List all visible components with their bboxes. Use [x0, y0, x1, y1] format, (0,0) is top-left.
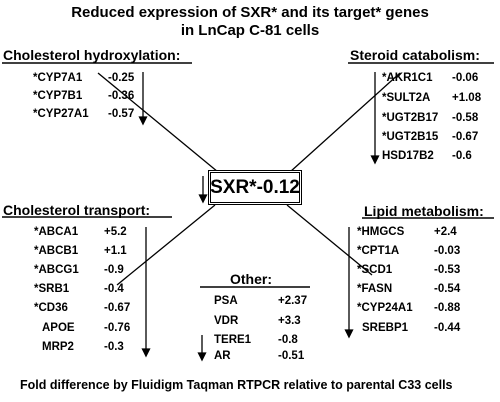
- gene-value: -0.3: [104, 341, 124, 353]
- gene-value: -0.67: [104, 302, 131, 314]
- gene-name: PSA: [214, 295, 238, 307]
- down-arrow-center: [198, 176, 208, 204]
- gene-name: AR: [214, 350, 231, 362]
- connector-bottom-right: [286, 204, 373, 276]
- gene-value: -0.57: [108, 108, 135, 120]
- gene-name: *SULT2A: [382, 92, 431, 104]
- gene-name: *SCD1: [357, 264, 393, 276]
- gene-name: APOE: [42, 322, 75, 334]
- gene-value: -0.36: [108, 90, 135, 102]
- gene-name: *CYP24A1: [357, 302, 413, 314]
- gene-name: *AKR1C1: [382, 72, 433, 84]
- gene-value: +1.1: [104, 245, 127, 257]
- gene-name: *UGT2B17: [382, 112, 439, 124]
- gene-value: -0.67: [452, 131, 479, 143]
- title-line-1: Reduced expression of SXR* and its targe…: [71, 4, 429, 21]
- section-title-other: Other:: [230, 271, 272, 287]
- title-line-2: in LnCap C-81 cells: [180, 22, 320, 39]
- gene-name: HSD17B2: [382, 150, 434, 162]
- section-title-chol-hydrox: Cholesterol hydroxylation:: [3, 47, 181, 63]
- down-arrow-other: [197, 335, 207, 362]
- gene-name: *HMGCS: [357, 226, 405, 238]
- gene-name: *ABCB1: [34, 245, 79, 257]
- section-title-lipid-met: Lipid metabolism:: [364, 203, 484, 219]
- gene-value: -0.8: [278, 334, 298, 346]
- gene-value: -0.6: [452, 150, 472, 162]
- gene-value: -0.53: [434, 264, 461, 276]
- gene-name: *CYP7A1: [33, 72, 83, 84]
- gene-value: -0.58: [452, 112, 479, 124]
- gene-value: -0.4: [104, 283, 124, 295]
- gene-value: -0.54: [434, 283, 461, 295]
- gene-name: *CPT1A: [357, 245, 400, 257]
- gene-value: -0.25: [108, 72, 135, 84]
- gene-value: -0.44: [434, 322, 461, 334]
- gene-name: TERE1: [214, 334, 252, 346]
- gene-name: *SRB1: [34, 283, 70, 295]
- gene-name: *ABCG1: [34, 264, 79, 276]
- down-arrow-lipid-met: [344, 227, 354, 339]
- gene-value: +2.37: [278, 295, 308, 307]
- center-node-sxr: SXR*-0.12: [208, 170, 302, 205]
- connector-top-right: [289, 72, 401, 173]
- center-label: SXR*-0.12: [210, 176, 300, 198]
- gene-name: VDR: [214, 315, 239, 327]
- connector-top-left: [97, 72, 219, 173]
- gene-name: *UGT2B15: [382, 131, 439, 143]
- gene-name: *CYP27A1: [33, 108, 89, 120]
- gene-value: +5.2: [104, 226, 127, 238]
- gene-value: -0.03: [434, 245, 461, 257]
- gene-name: SREBP1: [362, 322, 409, 334]
- section-title-chol-transport: Cholesterol transport:: [3, 202, 151, 218]
- down-arrow-chol-transport: [141, 227, 151, 358]
- down-arrow-chol-hydrox: [138, 72, 148, 126]
- gene-value: -0.76: [104, 322, 131, 334]
- footer-note: Fold difference by Fluidigm Taqman RTPCR…: [20, 378, 453, 392]
- gene-value: -0.88: [434, 302, 461, 314]
- gene-value: +2.4: [434, 226, 457, 238]
- gene-value: -0.9: [104, 264, 124, 276]
- gene-name: *CYP7B1: [33, 90, 83, 102]
- down-arrow-steroid-cat: [370, 72, 380, 165]
- gene-name: *CD36: [34, 302, 68, 314]
- gene-name: *ABCA1: [34, 226, 79, 238]
- gene-name: MRP2: [42, 341, 74, 353]
- gene-name: *FASN: [357, 283, 393, 295]
- gene-value: +3.3: [278, 315, 301, 327]
- connector-bottom-left: [116, 204, 216, 286]
- section-title-steroid-cat: Steroid catabolism:: [350, 47, 480, 63]
- gene-value: +1.08: [452, 92, 482, 104]
- gene-value: -0.51: [278, 350, 305, 362]
- gene-value: -0.06: [452, 72, 479, 84]
